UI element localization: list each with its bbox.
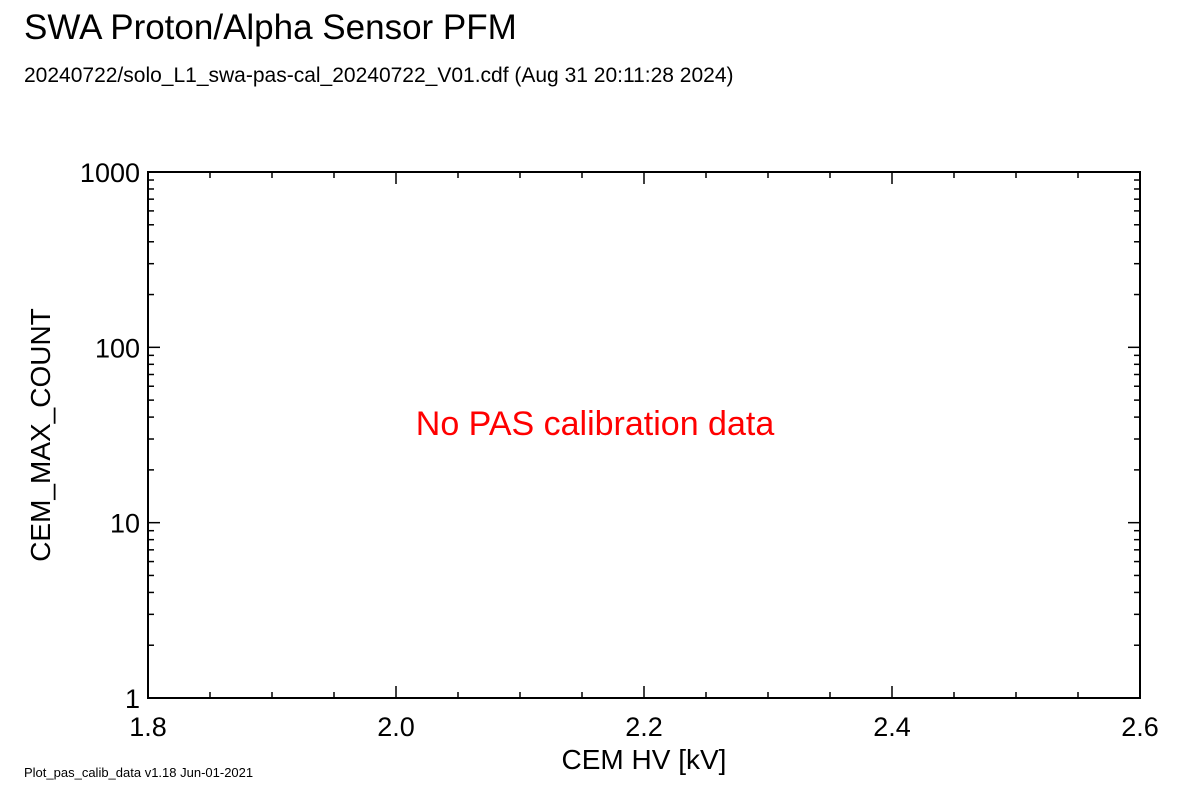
x-tick-label: 2.2 [625, 712, 663, 742]
x-tick-label: 1.8 [129, 712, 167, 742]
y-tick-label: 1 [125, 684, 140, 714]
page-title: SWA Proton/Alpha Sensor PFM [24, 8, 517, 47]
version-footer: Plot_pas_calib_data v1.18 Jun-01-2021 [24, 765, 254, 780]
file-subtitle: 20240722/solo_L1_swa-pas-cal_20240722_V0… [24, 64, 734, 87]
x-tick-label: 2.6 [1121, 712, 1159, 742]
y-tick-label: 100 [95, 333, 140, 363]
x-tick-label: 2.0 [377, 712, 415, 742]
x-tick-label: 2.4 [873, 712, 911, 742]
y-tick-label: 1000 [80, 158, 140, 188]
y-tick-label: 10 [110, 509, 140, 539]
x-axis-label: CEM HV [kV] [562, 744, 727, 775]
y-axis-label: CEM_MAX_COUNT [25, 308, 56, 562]
no-data-annotation: No PAS calibration data [416, 405, 775, 443]
